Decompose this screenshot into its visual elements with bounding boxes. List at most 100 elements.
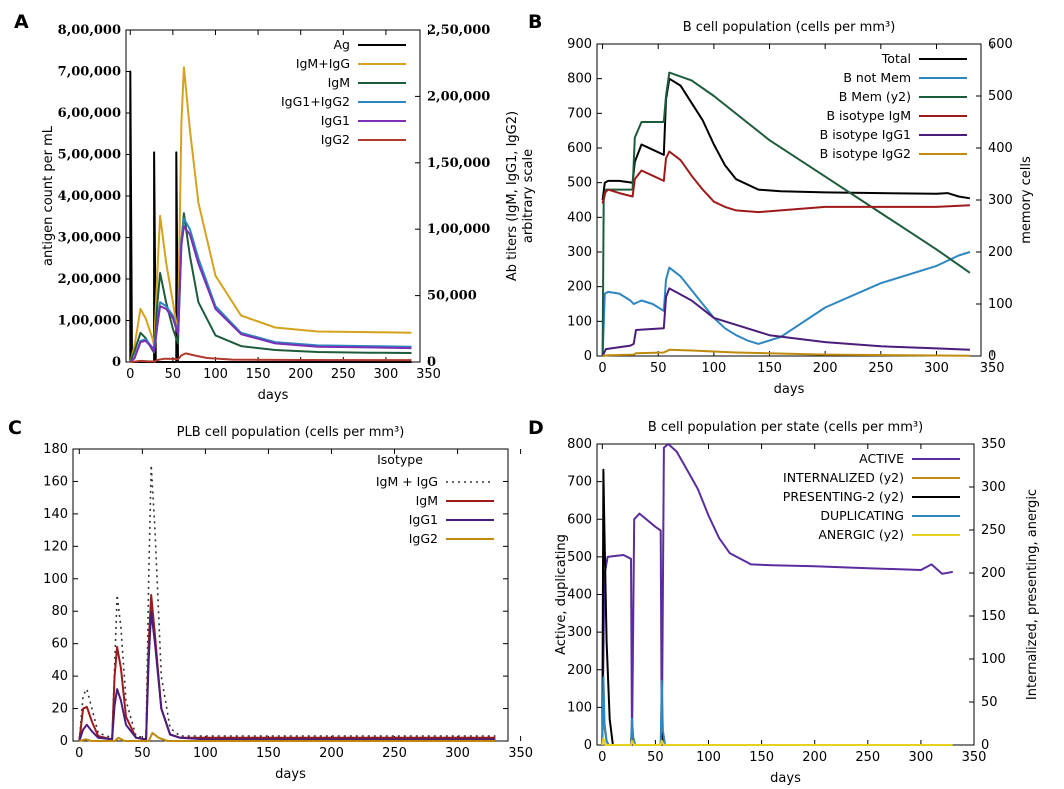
legend-label: IgM xyxy=(416,493,438,508)
x-axis-label: days xyxy=(770,771,801,786)
series-line-igg1 xyxy=(129,225,412,363)
legend-label: IgM xyxy=(328,75,350,90)
legend-label: B isotype IgM xyxy=(827,108,912,123)
y2-tick-label: 600 xyxy=(988,37,1013,52)
y2-tick-label: 50 xyxy=(981,695,998,710)
panel-label: C xyxy=(8,417,22,439)
y2-axis-label: Ab titers (IgM, IgG1, IgG2) xyxy=(505,111,520,281)
legend-label: IgM + IgG xyxy=(376,474,438,489)
y-tick-label: 4,00,000 xyxy=(58,189,121,204)
y-tick-label: 8,00,000 xyxy=(58,23,121,38)
series-line-total xyxy=(601,77,971,201)
x-tick-label: 300 xyxy=(445,746,470,761)
y2-tick-label: 400 xyxy=(988,141,1013,156)
y2-tick-label: 0 xyxy=(427,355,436,370)
legend-label: B isotype IgG2 xyxy=(820,146,911,161)
x-tick-label: 0 xyxy=(598,361,606,376)
y2-tick-label: 0 xyxy=(988,349,996,364)
x-tick-label: 150 xyxy=(246,367,271,382)
legend-label: IgG2 xyxy=(321,132,350,147)
y-tick-label: 400 xyxy=(567,210,592,225)
x-tick-label: 150 xyxy=(256,746,281,761)
legend-label: Ag xyxy=(334,37,351,52)
legend: Isotype IgM + IgG IgM IgG1 IgG2 xyxy=(376,452,494,546)
y-tick-label: 80 xyxy=(51,604,68,619)
plot-frame xyxy=(596,43,982,357)
y-tick-label: 100 xyxy=(567,700,592,715)
series-line-duplicating xyxy=(601,676,953,746)
y-tick-label: 7,00,000 xyxy=(58,65,121,80)
x-tick-label: 100 xyxy=(701,361,726,376)
y-tick-label: 140 xyxy=(43,507,68,522)
x-tick-label: 0 xyxy=(126,367,134,382)
series-line-igm-igg xyxy=(78,464,496,742)
y-tick-label: 3,00,000 xyxy=(58,231,121,246)
legend-label: B Mem (y2) xyxy=(839,89,911,104)
x-tick-label: 250 xyxy=(855,750,880,765)
y-tick-label: 100 xyxy=(43,572,68,587)
y-tick-label: 1,00,000 xyxy=(58,314,121,329)
x-tick-label: 0 xyxy=(75,746,83,761)
series-line-anergic-y2 xyxy=(601,737,953,746)
x-tick-label: 200 xyxy=(813,361,838,376)
y2-tick-label: 1,00,000 xyxy=(427,222,490,237)
chart-panel-d: D0 50 100 150 200 250 300 350010020030040050060… xyxy=(528,417,1040,786)
series-line-internalized-y2 xyxy=(601,675,953,746)
x-tick-label: 200 xyxy=(802,750,827,765)
series-line-active xyxy=(601,443,953,746)
y-tick-label: 700 xyxy=(567,106,592,121)
y2-tick-label: 350 xyxy=(981,437,1006,452)
y2-axis-label-2: arbitrary scale xyxy=(521,149,536,243)
x-tick-label: 250 xyxy=(331,367,356,382)
y2-tick-label: 300 xyxy=(981,480,1006,495)
x-tick-label: 250 xyxy=(868,361,893,376)
x-tick-label: 250 xyxy=(382,746,407,761)
x-tick-label: 300 xyxy=(373,367,398,382)
y-tick-label: 500 xyxy=(567,176,592,191)
legend: Total B not Mem B Mem (y2) B isotype IgM B i… xyxy=(820,51,967,161)
legend-label: ACTIVE xyxy=(859,451,904,466)
y-tick-label: 20 xyxy=(51,702,68,717)
series-line-b-isotype-igm xyxy=(601,150,970,214)
y-tick-label: 100 xyxy=(567,314,592,329)
x-tick-label: 350 xyxy=(508,746,533,761)
y2-tick-label: 200 xyxy=(988,245,1013,260)
y-tick-label: 600 xyxy=(567,512,592,527)
y-tick-label: 5,00,000 xyxy=(58,148,121,163)
x-tick-label: 300 xyxy=(908,750,933,765)
x-axis-label: days xyxy=(258,388,289,403)
legend-label: IgG1 xyxy=(321,113,350,128)
x-tick-label: 200 xyxy=(288,367,313,382)
y2-tick-label: 1,50,000 xyxy=(427,156,490,171)
y-tick-label: 180 xyxy=(43,442,68,457)
y-tick-label: 0 xyxy=(60,734,68,749)
x-tick-label: 350 xyxy=(416,367,441,382)
y-tick-label: 700 xyxy=(567,475,592,490)
plot-frame xyxy=(72,448,509,742)
y2-tick-label: 100 xyxy=(981,652,1006,667)
chart-panel-a: A0 50 100 150 200 250 300 35001,00,0002,00,0003… xyxy=(14,11,536,403)
series-line-ag xyxy=(129,70,412,363)
y-tick-label: 120 xyxy=(43,539,68,554)
y-tick-label: 0 xyxy=(112,355,121,370)
legend-label: IgG1 xyxy=(409,512,438,527)
panel-label: D xyxy=(528,417,544,439)
x-tick-label: 100 xyxy=(696,750,721,765)
y2-tick-label: 0 xyxy=(981,738,989,753)
legend-label: IgG1+IgG2 xyxy=(281,94,350,109)
chart-title: B cell population (cells per mm³) xyxy=(683,20,896,35)
x-tick-label: 0 xyxy=(598,750,606,765)
y-tick-label: 200 xyxy=(567,280,592,295)
legend-label: INTERNALIZED (y2) xyxy=(783,470,904,485)
y2-tick-label: 100 xyxy=(988,297,1013,312)
legend-label: DUPLICATING xyxy=(820,508,904,523)
legend-label: Total xyxy=(881,51,911,66)
x-tick-label: 100 xyxy=(193,746,218,761)
x-tick-label: 300 xyxy=(924,361,949,376)
y-tick-label: 0 xyxy=(584,738,592,753)
x-tick-label: 50 xyxy=(165,367,182,382)
legend: Ag IgM+IgG IgM IgG1+IgG2 IgG1 IgG2 xyxy=(281,37,406,147)
x-tick-label: 50 xyxy=(647,750,664,765)
legend-label: IgM+IgG xyxy=(296,56,350,71)
